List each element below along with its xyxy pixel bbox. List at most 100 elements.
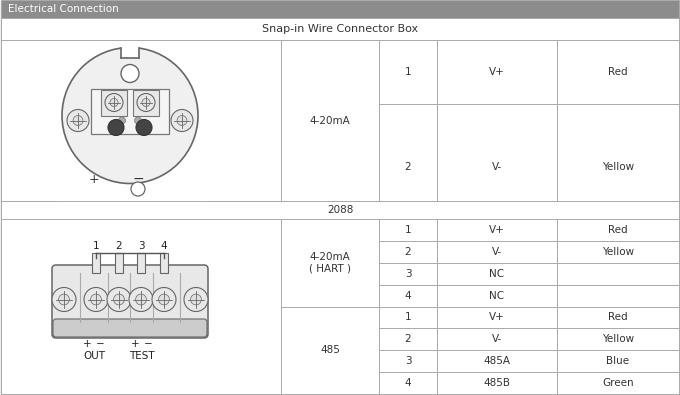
Text: V-: V- <box>492 247 502 257</box>
Circle shape <box>90 294 101 305</box>
Text: V+: V+ <box>489 225 505 235</box>
Text: Yellow: Yellow <box>602 162 634 172</box>
Bar <box>1 0 679 18</box>
Circle shape <box>135 294 146 305</box>
Circle shape <box>129 288 153 312</box>
Bar <box>437 350 557 372</box>
Text: 1: 1 <box>405 312 411 322</box>
Bar <box>60 185 204 203</box>
Circle shape <box>67 109 89 132</box>
Text: Electrical Connection: Electrical Connection <box>8 4 119 14</box>
Bar <box>101 90 127 115</box>
Circle shape <box>62 47 198 184</box>
Text: V+: V+ <box>489 67 505 77</box>
Bar <box>557 285 679 307</box>
Circle shape <box>158 294 169 305</box>
Bar <box>91 88 169 134</box>
Text: Red: Red <box>608 312 628 322</box>
Text: +: + <box>88 173 99 186</box>
Text: 1: 1 <box>405 225 411 235</box>
Bar <box>437 241 557 263</box>
Bar <box>557 40 679 104</box>
Text: 4-20mA: 4-20mA <box>309 115 350 126</box>
Text: Green: Green <box>602 378 634 388</box>
Circle shape <box>137 94 155 111</box>
Text: 4: 4 <box>405 291 411 301</box>
Bar <box>557 350 679 372</box>
Bar <box>557 307 679 328</box>
Text: 2: 2 <box>405 247 411 257</box>
Circle shape <box>152 288 176 312</box>
Bar <box>557 241 679 263</box>
Bar <box>281 307 379 394</box>
Text: OUT: OUT <box>83 351 105 361</box>
Text: V-: V- <box>492 334 502 344</box>
Bar <box>557 263 679 285</box>
Text: 485: 485 <box>320 345 340 355</box>
Bar <box>437 307 557 328</box>
Bar <box>379 263 437 285</box>
Circle shape <box>190 294 201 305</box>
Circle shape <box>73 116 83 126</box>
FancyBboxPatch shape <box>52 265 208 338</box>
Bar <box>437 263 557 285</box>
Bar <box>379 328 437 350</box>
Text: V+: V+ <box>489 312 505 322</box>
Circle shape <box>121 64 139 83</box>
Text: −: − <box>132 172 143 186</box>
Text: +: + <box>131 339 139 349</box>
Bar <box>379 372 437 394</box>
Text: −: − <box>96 339 104 349</box>
Bar <box>121 43 139 58</box>
Text: 3: 3 <box>137 241 144 251</box>
Circle shape <box>107 288 131 312</box>
Bar <box>1 201 679 219</box>
Text: 4-20mA
( HART ): 4-20mA ( HART ) <box>309 252 351 274</box>
Bar <box>379 104 437 201</box>
Text: Red: Red <box>608 67 628 77</box>
Bar <box>160 253 168 273</box>
Text: 485A: 485A <box>483 356 511 366</box>
Circle shape <box>52 288 76 312</box>
Bar <box>379 219 437 241</box>
Bar <box>557 219 679 241</box>
Bar <box>437 328 557 350</box>
Text: Snap-in Wire Connector Box: Snap-in Wire Connector Box <box>262 24 418 34</box>
Text: 4: 4 <box>160 241 167 251</box>
Text: 2: 2 <box>405 162 411 172</box>
Bar <box>557 104 679 201</box>
Circle shape <box>135 117 141 124</box>
Bar <box>437 285 557 307</box>
Bar <box>133 90 159 115</box>
Bar <box>1 219 281 394</box>
FancyBboxPatch shape <box>53 319 207 337</box>
Circle shape <box>171 109 193 132</box>
Bar <box>379 241 437 263</box>
Bar <box>137 253 145 273</box>
Circle shape <box>105 94 123 111</box>
Bar <box>115 253 123 273</box>
Circle shape <box>131 182 145 196</box>
Bar <box>379 40 437 104</box>
Bar <box>379 285 437 307</box>
Text: −: − <box>143 339 152 349</box>
Text: 4: 4 <box>405 378 411 388</box>
Bar <box>1 40 281 201</box>
Text: Blue: Blue <box>607 356 630 366</box>
Bar <box>437 40 557 104</box>
Text: Yellow: Yellow <box>602 334 634 344</box>
Text: TEST: TEST <box>129 351 155 361</box>
Bar <box>379 350 437 372</box>
Circle shape <box>108 120 124 135</box>
Bar <box>557 328 679 350</box>
Bar <box>379 307 437 328</box>
Text: V-: V- <box>492 162 502 172</box>
Circle shape <box>142 98 150 107</box>
Circle shape <box>58 294 69 305</box>
Bar <box>557 372 679 394</box>
Text: NC: NC <box>490 269 505 279</box>
Bar <box>281 40 379 201</box>
Text: +: + <box>83 339 91 349</box>
Bar <box>437 104 557 201</box>
Circle shape <box>184 288 208 312</box>
